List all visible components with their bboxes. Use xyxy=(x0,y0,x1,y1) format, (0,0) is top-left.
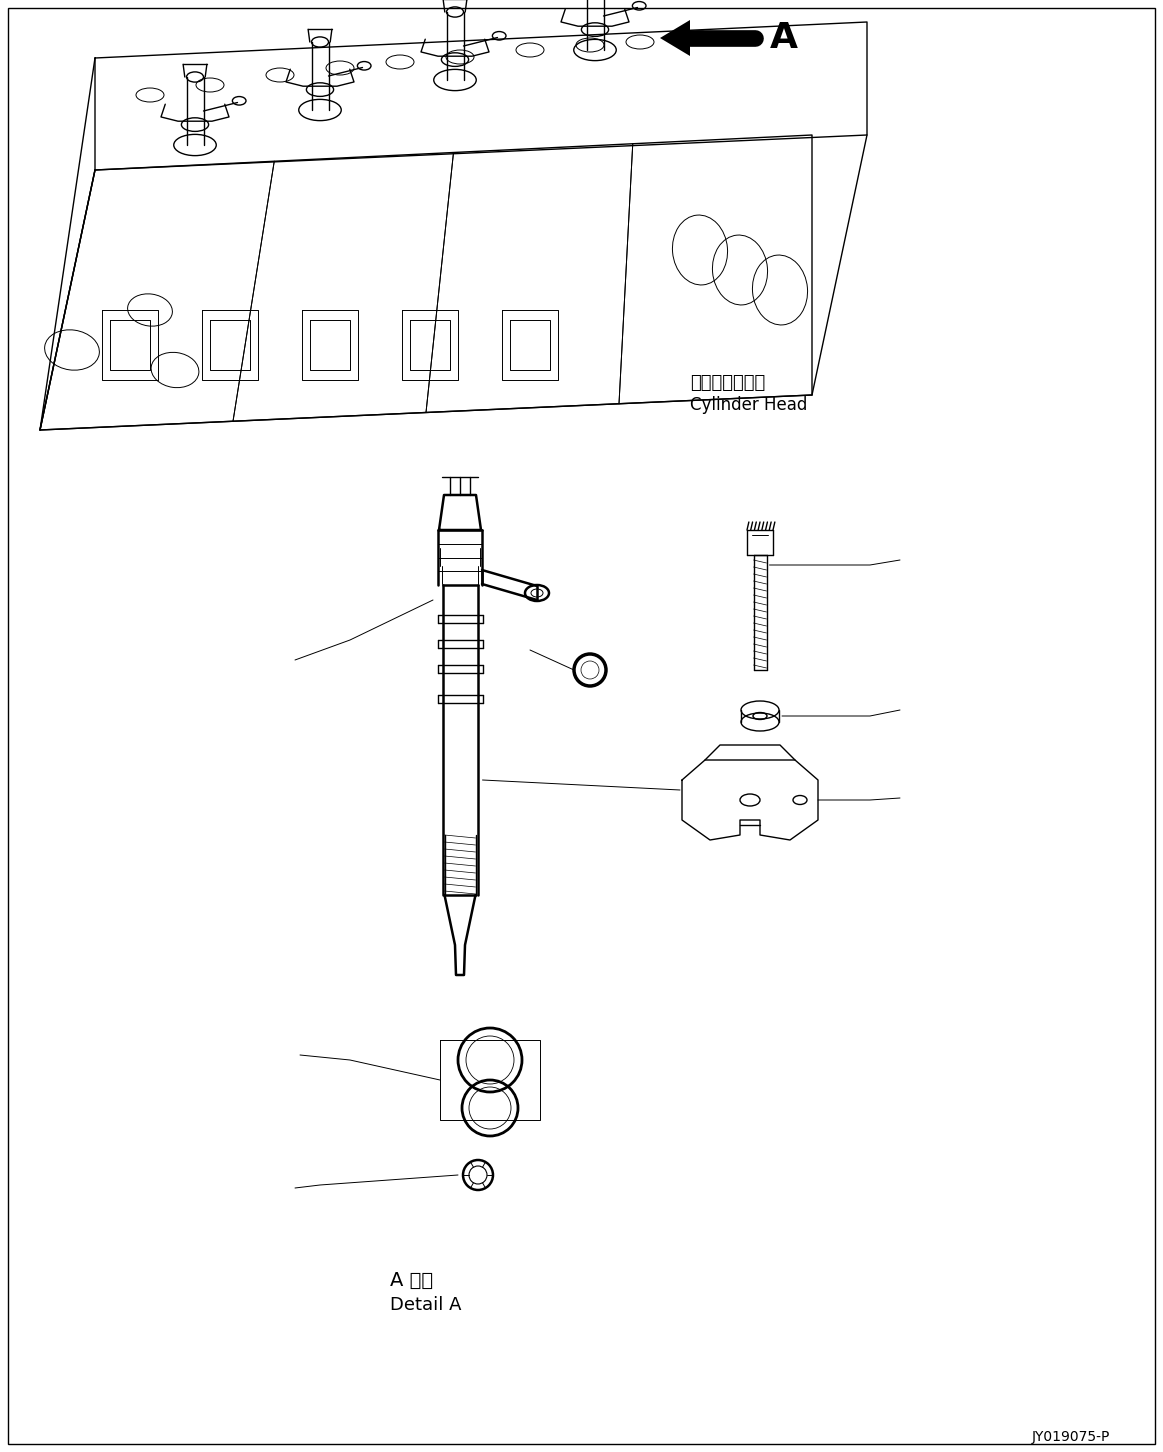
Text: シリンダヘッド: シリンダヘッド xyxy=(690,375,765,392)
Text: Cylinder Head: Cylinder Head xyxy=(690,396,807,414)
Text: Detail A: Detail A xyxy=(390,1297,462,1314)
Text: JY019075-P: JY019075-P xyxy=(1032,1430,1110,1443)
Text: A 詳細: A 詳細 xyxy=(390,1270,433,1289)
Polygon shape xyxy=(659,20,690,57)
Text: A: A xyxy=(770,20,798,55)
